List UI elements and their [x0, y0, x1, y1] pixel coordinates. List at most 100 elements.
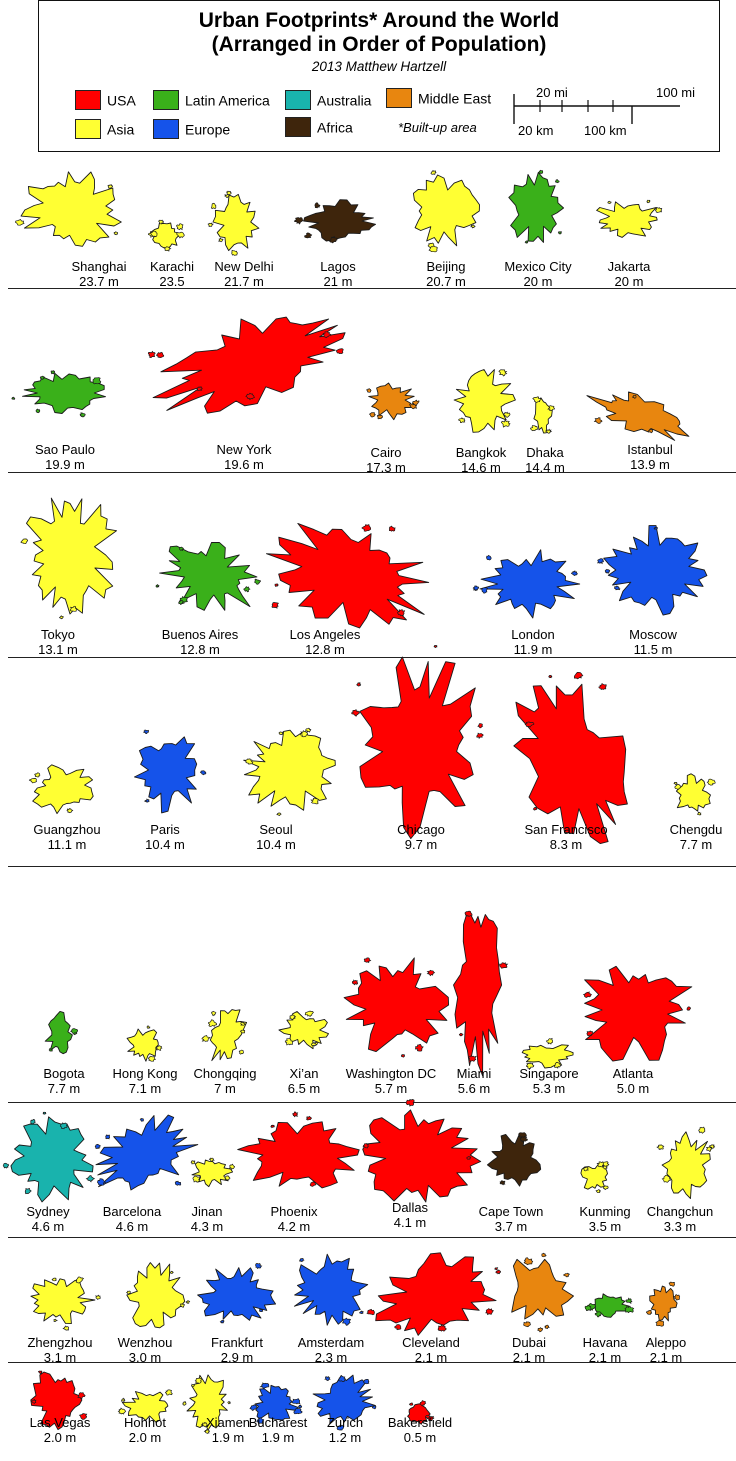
city-population: 11.1 m [47, 837, 87, 852]
las-vegas-footprint-icon [30, 1370, 88, 1431]
map-header: Urban Footprints* Around the World (Arra… [38, 0, 720, 152]
scale-label-100mi: 100 mi [656, 85, 696, 100]
amsterdam-footprint-icon [293, 1253, 369, 1326]
city-label: Miami 5.6 m [414, 1066, 534, 1096]
city-population: 2.0 m [43, 1430, 77, 1445]
city-label: London 11.9 m [473, 627, 593, 657]
legend-item-australia: Australia [285, 88, 371, 111]
city-population: 17.3 m [366, 460, 406, 475]
san-francisco-footprint-icon [513, 671, 628, 845]
moscow-footprint-icon [597, 525, 708, 616]
row-divider [8, 1102, 736, 1103]
city-name: Hohhot [124, 1415, 166, 1430]
city-label: Mexico City 20 m [478, 259, 598, 289]
legend-item-africa: Africa [285, 115, 353, 138]
city-name: Sydney [26, 1204, 70, 1219]
built-up-area-note: *Built-up area [398, 120, 477, 135]
city-name: Bogota [43, 1066, 85, 1081]
legend-item-middle-east: Middle East [386, 86, 491, 109]
jakarta-footprint-icon [596, 199, 663, 238]
africa-swatch-icon [285, 117, 311, 138]
scale-ruler-icon [513, 94, 680, 124]
city-label: Jinan 4.3 m [147, 1204, 267, 1234]
phoenix-footprint-icon [237, 1111, 360, 1189]
city-name: New Delhi [214, 259, 274, 274]
cape-town-footprint-icon [486, 1132, 542, 1187]
bucharest-footprint-icon [249, 1382, 303, 1425]
city-label: Xi’an 6.5 m [244, 1066, 364, 1096]
beijing-footprint-icon [412, 169, 480, 253]
city-population: 5.6 m [457, 1081, 491, 1096]
aleppo-footprint-icon [646, 1281, 681, 1327]
city-name: Frankfurt [210, 1335, 263, 1350]
city-name: Shanghai [71, 259, 127, 274]
city-population: 7.1 m [128, 1081, 162, 1096]
dhaka-footprint-icon [530, 396, 556, 434]
scale-label-100km: 100 km [584, 123, 627, 138]
map-credit: 2013 Matthew Hartzell [311, 59, 447, 74]
city-name: Havana [582, 1335, 628, 1350]
scale-bar: 20 mi 100 mi 20 km 100 km [470, 84, 695, 144]
city-label: Paris 10.4 m [105, 822, 225, 852]
latin-america-swatch-icon [153, 90, 179, 111]
city-population: 7.7 m [679, 837, 713, 852]
city-population: 20 m [614, 274, 644, 289]
city-name: Karachi [149, 259, 195, 274]
city-population: 13.9 m [630, 457, 670, 472]
asia-swatch-icon [75, 119, 101, 140]
row-divider [8, 472, 736, 473]
city-label: New Delhi 21.7 m [184, 259, 304, 289]
city-name: Zurich [326, 1415, 364, 1430]
cleveland-footprint-icon [366, 1252, 502, 1336]
city-population: 2.1 m [414, 1350, 448, 1365]
city-population: 2.0 m [128, 1430, 162, 1445]
city-name: Bangkok [455, 445, 507, 460]
city-population: 14.6 m [461, 460, 501, 475]
city-population: 7.7 m [47, 1081, 81, 1096]
city-name: Washington DC [345, 1066, 437, 1081]
city-name: Mexico City [504, 259, 572, 274]
city-population: 8.3 m [549, 837, 583, 852]
city-name: Atlanta [612, 1066, 654, 1081]
city-population: 10.4 m [256, 837, 296, 852]
city-population: 5.3 m [532, 1081, 566, 1096]
city-population: 12.8 m [305, 642, 345, 657]
city-population: 1.2 m [328, 1430, 362, 1445]
city-label: Bucharest 1.9 m [218, 1415, 338, 1445]
city-label: Hong Kong 7.1 m [85, 1066, 205, 1096]
city-name: Xi’an [289, 1066, 319, 1081]
istanbul-footprint-icon [586, 391, 690, 441]
jinan-footprint-icon [190, 1157, 236, 1188]
zhengzhou-footprint-icon [30, 1276, 101, 1331]
city-population: 5.0 m [616, 1081, 650, 1096]
miami-footprint-icon [453, 910, 509, 1077]
city-population: 10.4 m [145, 837, 185, 852]
city-name: Seoul [259, 822, 293, 837]
city-population: 4.3 m [190, 1219, 224, 1234]
city-population: 4.6 m [31, 1219, 65, 1234]
city-name: Sao Paulo [35, 442, 95, 457]
city-label: Moscow 11.5 m [593, 627, 713, 657]
city-name: Moscow [629, 627, 677, 642]
usa-swatch-icon [75, 90, 101, 111]
city-population: 12.8 m [180, 642, 220, 657]
city-population: 14.4 m [525, 460, 565, 475]
row-divider [8, 657, 736, 658]
barcelona-footprint-icon [94, 1114, 199, 1191]
karachi-footprint-icon [147, 219, 185, 252]
city-name: San Francisco [524, 822, 608, 837]
city-name: Beijing [426, 259, 466, 274]
city-label: Sao Paulo 19.9 m [5, 442, 125, 472]
city-label: Phoenix 4.2 m [234, 1204, 354, 1234]
city-name: Chongqing [193, 1066, 257, 1081]
city-label: Los Angeles 12.8 m [265, 627, 385, 657]
hong-kong-footprint-icon [126, 1025, 163, 1062]
paris-footprint-icon [133, 729, 207, 814]
city-name: Lagos [320, 259, 356, 274]
city-population: 0.5 m [403, 1430, 437, 1445]
city-label: New York 19.6 m [184, 442, 304, 472]
city-name: Dubai [512, 1335, 546, 1350]
city-label: Chicago 9.7 m [361, 822, 481, 852]
city-label: Chongqing 7 m [165, 1066, 285, 1096]
